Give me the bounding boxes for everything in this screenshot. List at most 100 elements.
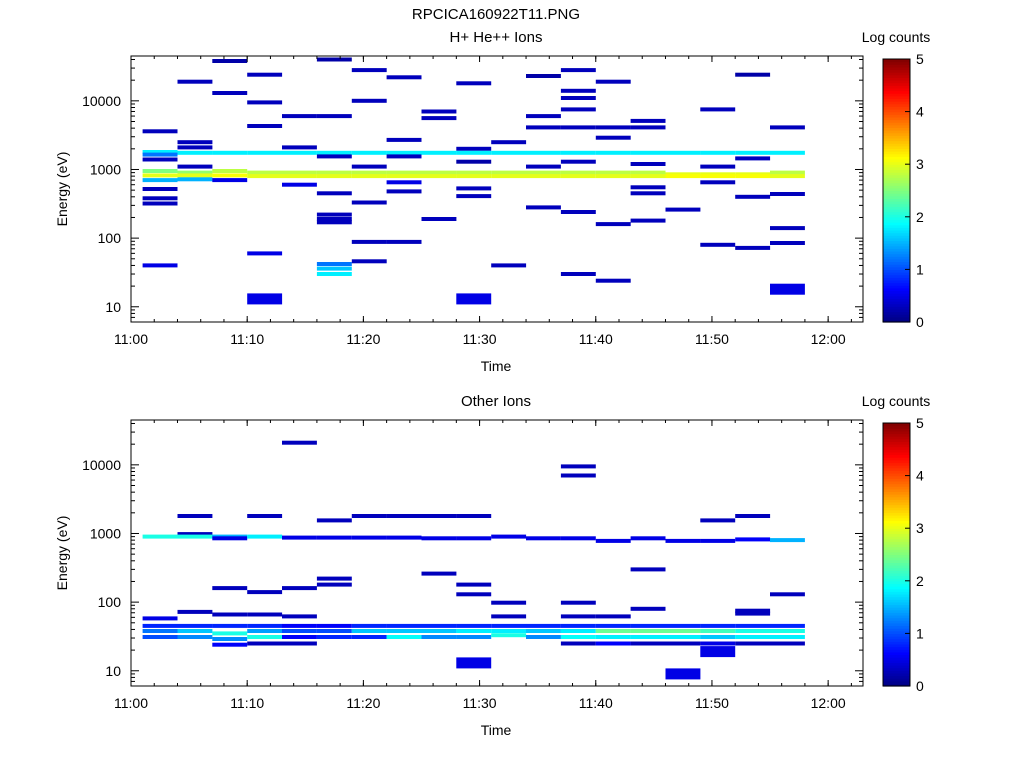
colorbar-swatch xyxy=(883,169,910,173)
colorbar-swatch xyxy=(883,111,910,115)
heatmap-cell xyxy=(351,200,387,205)
heatmap-cell xyxy=(177,534,213,539)
colorbar-swatch xyxy=(883,570,910,574)
colorbar-swatch xyxy=(883,486,910,490)
heatmap-cell xyxy=(282,614,317,619)
colorbar-swatch xyxy=(883,177,910,181)
heatmap-cell xyxy=(560,464,596,469)
heatmap-cell xyxy=(282,174,317,179)
colorbar-swatch xyxy=(883,319,910,323)
heatmap-cell xyxy=(177,623,213,628)
heatmap-cell xyxy=(456,623,492,628)
heatmap-cell xyxy=(456,150,492,155)
heatmap-cell xyxy=(177,177,213,182)
heatmap-cell xyxy=(177,514,213,518)
colorbar-swatch xyxy=(883,93,910,97)
colorbar-tick-label: 3 xyxy=(916,156,924,172)
x-tick-label: 11:20 xyxy=(346,695,380,711)
heatmap-cell xyxy=(491,150,527,155)
colorbar-swatch xyxy=(883,106,910,110)
heatmap-cell xyxy=(456,635,492,639)
heatmap-cell xyxy=(630,635,666,639)
colorbar-swatch xyxy=(883,261,910,265)
colorbar-swatch xyxy=(883,201,910,205)
heatmap-cell xyxy=(665,635,701,639)
heatmap-cell xyxy=(770,592,805,597)
colorbar-swatch xyxy=(883,187,910,192)
x-tick-label: 11:30 xyxy=(463,331,497,347)
y-tick-label: 100 xyxy=(98,230,122,246)
colorbar-swatch xyxy=(883,628,910,632)
colorbar-swatch xyxy=(883,504,910,508)
heatmap-cells xyxy=(142,440,805,680)
heatmap-cell xyxy=(421,514,457,518)
heatmap-cell xyxy=(630,150,666,155)
colorbar-swatch xyxy=(883,433,910,437)
heatmap-cell xyxy=(177,145,213,150)
heatmap-cell xyxy=(770,226,805,231)
colorbar-tick-label: 2 xyxy=(916,573,924,589)
colorbar-swatch xyxy=(883,551,910,556)
heatmap-cell xyxy=(770,629,805,633)
heatmap-cell xyxy=(177,164,213,169)
colorbar-swatch xyxy=(883,454,910,458)
colorbar-swatch xyxy=(883,525,910,529)
colorbar-swatch xyxy=(883,667,910,671)
heatmap-cell xyxy=(560,170,596,175)
colorbar-tick-label: 2 xyxy=(916,209,924,225)
heatmap-cell xyxy=(142,187,178,191)
heatmap-cell xyxy=(630,118,666,123)
heatmap-cell xyxy=(526,114,561,119)
colorbar-swatch xyxy=(883,195,910,199)
heatmap-cell xyxy=(421,623,457,628)
colorbar-swatch xyxy=(883,300,910,305)
heatmap-cell xyxy=(456,170,492,175)
heatmap-cell xyxy=(351,150,387,155)
heatmap-cell xyxy=(491,629,527,633)
colorbar-swatch xyxy=(883,269,910,273)
heatmap-cell xyxy=(351,170,387,175)
colorbar-swatch xyxy=(883,293,910,297)
heatmap-cell xyxy=(316,191,352,196)
colorbar-swatch xyxy=(883,517,910,521)
heatmap-cell xyxy=(177,532,213,537)
heatmap-cell xyxy=(630,606,666,611)
heatmap-cell xyxy=(770,170,805,175)
heatmap-cell xyxy=(316,272,352,276)
colorbar-swatch xyxy=(883,95,910,100)
heatmap-cell xyxy=(142,129,178,134)
colorbar-swatch xyxy=(883,164,910,168)
colorbar-swatch xyxy=(883,664,910,669)
colorbar-swatch xyxy=(883,444,910,448)
colorbar-swatch xyxy=(883,66,910,71)
colorbar-swatch xyxy=(883,662,910,666)
colorbar-swatch xyxy=(883,208,910,213)
colorbar-swatch xyxy=(883,520,910,524)
heatmap-cell xyxy=(421,116,457,121)
heatmap-cell xyxy=(142,201,178,206)
heatmap-cell xyxy=(247,150,283,155)
heatmap-cell xyxy=(212,631,248,636)
heatmap-cell xyxy=(316,114,352,119)
colorbar-swatch xyxy=(883,172,910,176)
colorbar-swatch xyxy=(883,562,910,566)
heatmap-cell xyxy=(247,293,283,305)
colorbar-swatch xyxy=(883,203,910,207)
heatmap-cell xyxy=(526,74,561,78)
heatmap-cell xyxy=(630,170,666,175)
heatmap-cell xyxy=(560,68,596,73)
heatmap-cell xyxy=(665,641,701,646)
colorbar-swatch xyxy=(883,512,910,516)
heatmap-cell xyxy=(491,614,527,619)
heatmap-cell xyxy=(316,518,352,523)
colorbar-swatch xyxy=(883,303,910,307)
heatmap-cell xyxy=(177,150,213,155)
y-axis-label: Energy (eV) xyxy=(54,516,70,591)
plot-frame xyxy=(130,55,864,323)
colorbar-swatch xyxy=(883,316,910,320)
heatmap-cell xyxy=(142,157,178,162)
heatmap-cell xyxy=(142,263,178,268)
heatmap-cell xyxy=(595,641,631,646)
colorbar-swatch xyxy=(883,593,910,598)
colorbar-swatch xyxy=(883,124,910,128)
